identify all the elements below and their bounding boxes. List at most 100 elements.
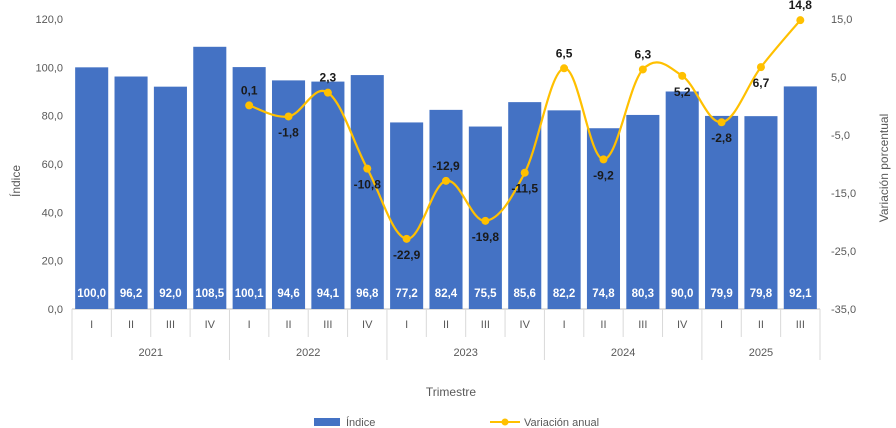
quarter-label: I (405, 319, 408, 331)
bar-value-label: 90,0 (671, 288, 693, 300)
bar-value-label: 85,6 (514, 288, 536, 300)
bar-value-label: 96,2 (120, 288, 142, 300)
line-value-label: -11,5 (511, 182, 538, 196)
bar-value-label: 96,8 (356, 288, 379, 300)
line-point (756, 63, 765, 72)
bar (311, 81, 345, 309)
year-label: 2022 (296, 347, 320, 359)
line-value-label: -10,8 (354, 178, 382, 192)
line-value-label: -22,9 (393, 248, 421, 262)
quarter-label: II (600, 319, 606, 331)
quarter-label: IV (677, 319, 688, 331)
legend: Índice Variación anual (314, 416, 599, 428)
y-left-tick-label: 60,0 (42, 159, 63, 171)
quarter-label: IV (520, 319, 531, 331)
quarter-label: II (285, 319, 291, 331)
quarter-label: II (443, 319, 449, 331)
quarter-label: IV (362, 319, 373, 331)
y-axis-left-title: Índice (8, 165, 23, 197)
line-value-label: -12,9 (432, 159, 460, 173)
legend-label-variacion: Variación anual (524, 417, 599, 428)
quarter-label: III (166, 319, 175, 331)
line-point (560, 64, 569, 73)
year-label: 2025 (749, 347, 773, 359)
bar-value-label: 79,9 (710, 288, 732, 300)
quarter-label: I (720, 319, 723, 331)
bar (153, 86, 187, 310)
year-label: 2024 (611, 347, 635, 359)
year-label: 2021 (138, 347, 162, 359)
y-left-tick-label: 0,0 (48, 304, 63, 316)
quarter-label: II (758, 319, 764, 331)
quarter-label: I (248, 319, 251, 331)
quarter-label: III (796, 319, 805, 331)
bar-value-label: 108,5 (195, 288, 224, 300)
x-axis-title: Trimestre (426, 385, 477, 399)
line-point (520, 168, 529, 177)
line-value-label: 0,1 (241, 83, 258, 97)
bar-value-label: 75,5 (474, 288, 497, 300)
bar (744, 116, 778, 310)
quarter-label: III (481, 319, 490, 331)
bar (390, 122, 424, 309)
line-point (245, 101, 254, 110)
bar-value-label: 82,4 (435, 288, 458, 300)
bar (626, 114, 660, 309)
legend-swatch-indice (314, 418, 340, 426)
bar-value-label: 74,8 (592, 288, 615, 300)
quarter-label: I (90, 319, 93, 331)
bar-value-label: 92,0 (159, 288, 181, 300)
line-value-label: 5,2 (674, 85, 691, 99)
line-value-label: -2,8 (711, 131, 732, 145)
line-point (363, 164, 372, 173)
line-value-label: -1,8 (278, 125, 299, 139)
variacion-anual-line (248, 19, 802, 240)
bar (783, 86, 817, 309)
line-value-label: -19,8 (472, 230, 500, 244)
bar-value-label: 77,2 (395, 288, 417, 300)
line-point (481, 216, 490, 225)
bar (586, 128, 621, 309)
y-right-tick-label: -5,0 (831, 130, 850, 142)
bar-value-label: 79,8 (750, 288, 773, 300)
year-label: 2023 (453, 347, 477, 359)
quarter-label: III (638, 319, 647, 331)
bar (665, 91, 699, 309)
y-right-tick-label: -35,0 (831, 304, 856, 316)
bar (429, 109, 463, 309)
line-value-label: 6,3 (634, 47, 651, 61)
quarter-label: II (128, 319, 134, 331)
line-point (402, 234, 411, 243)
y-left-tick-label: 120,0 (35, 14, 63, 26)
bar (705, 115, 739, 310)
bar-value-label: 92,1 (789, 288, 812, 300)
line-value-label: 6,5 (556, 46, 573, 60)
y-left-tick-label: 100,0 (35, 62, 63, 74)
legend-marker-variacion (501, 418, 509, 426)
line-point (323, 88, 332, 97)
line-point (678, 71, 687, 80)
legend-label-indice: Índice (346, 416, 375, 428)
bar (508, 102, 542, 309)
y-left-tick-label: 40,0 (42, 207, 63, 219)
bar-series: 100,0 96,2 92,0 108,5 100,1 94,6 94,1 96,8 77,2 8… (75, 46, 817, 310)
y-left-tick-label: 80,0 (42, 111, 63, 123)
quarter-label: I (563, 319, 566, 331)
quarter-label: III (323, 319, 332, 331)
bar-value-label: 94,6 (277, 288, 299, 300)
y-left-tick-label: 20,0 (42, 256, 63, 268)
line-point (599, 155, 608, 164)
line-value-label: -9,2 (593, 168, 614, 182)
bar (75, 67, 109, 309)
line-point (717, 118, 726, 127)
bar-value-label: 100,1 (235, 288, 264, 300)
bar (547, 110, 581, 309)
bar-value-label: 100,0 (77, 288, 106, 300)
line-value-label: 6,7 (753, 76, 770, 90)
bar-value-label: 80,3 (632, 288, 654, 300)
line-value-label: 14,8 (789, 0, 813, 12)
bar-value-label: 82,2 (553, 288, 575, 300)
bar-value-label: 94,1 (317, 288, 340, 300)
line-value-label: 2,3 (320, 71, 337, 85)
